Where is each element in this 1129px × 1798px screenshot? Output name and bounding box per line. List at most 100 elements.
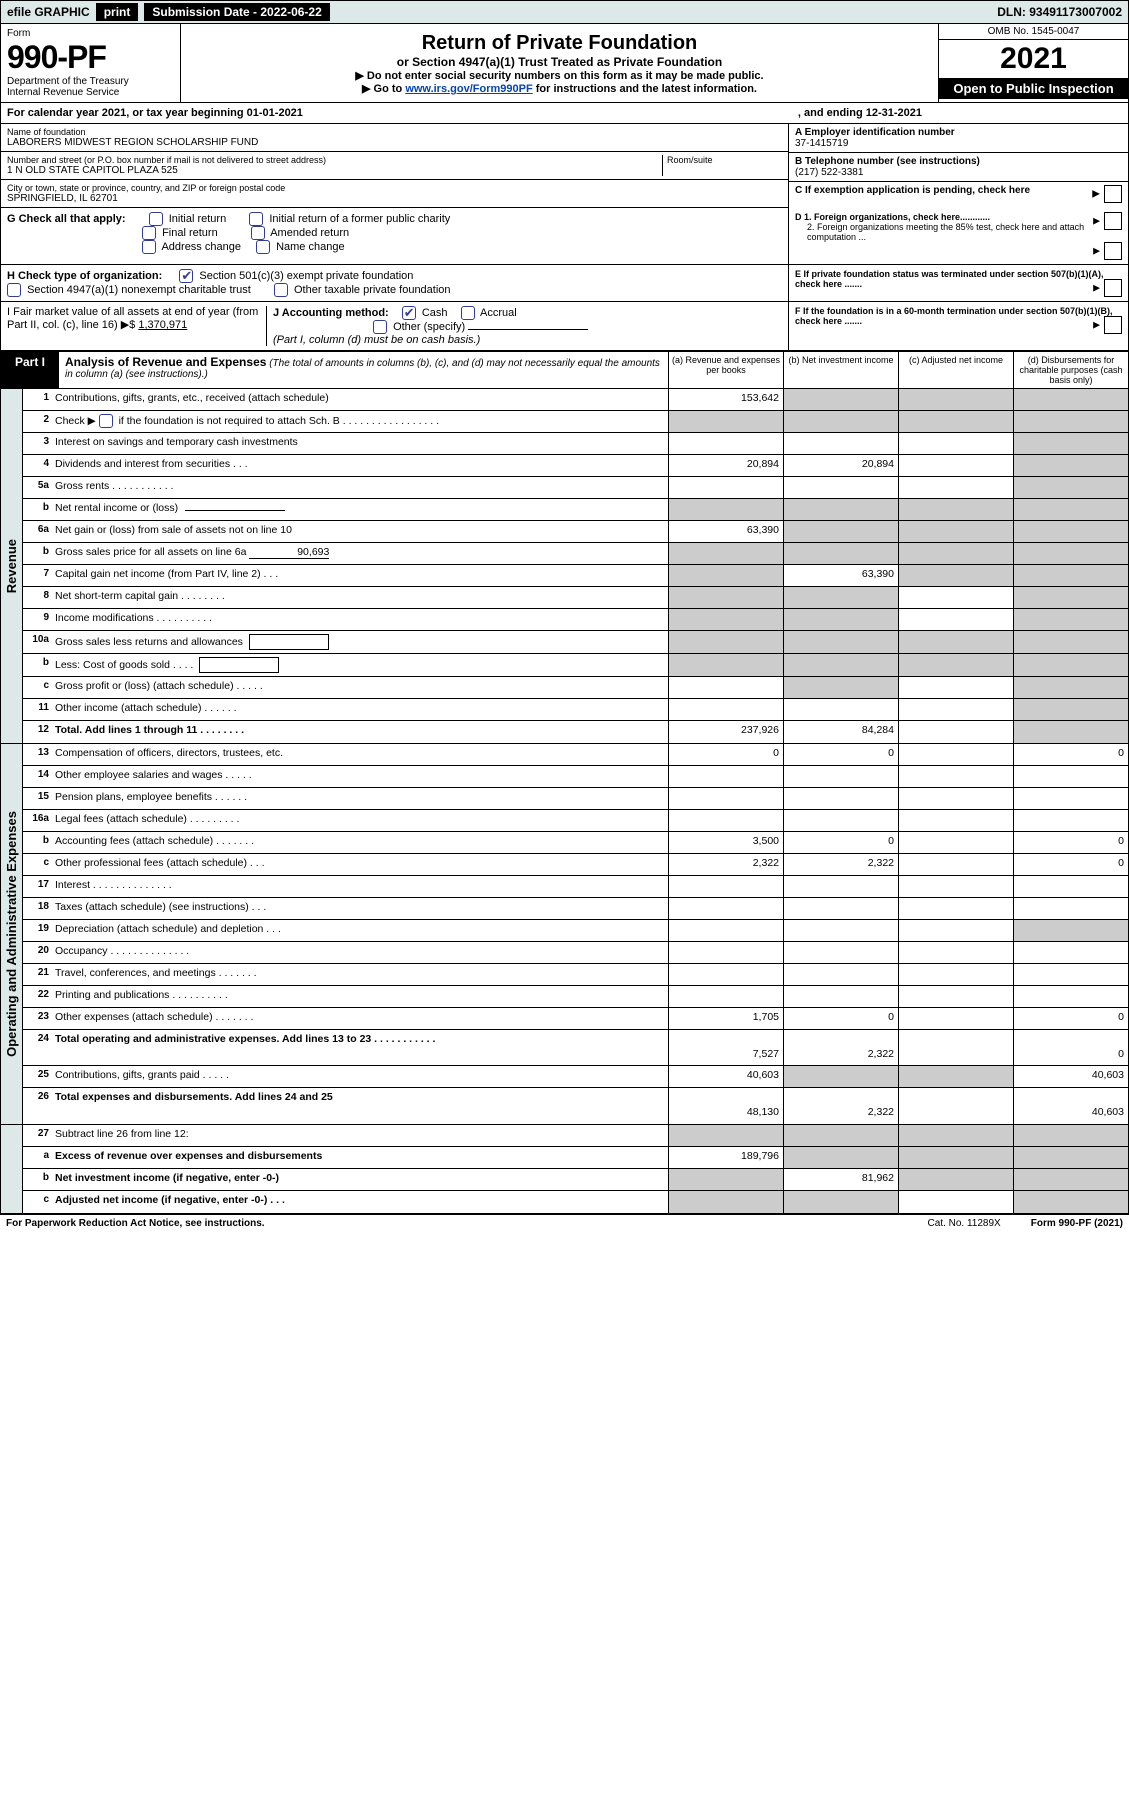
line-5a: 5aGross rents . . . . . . . . . . . [23, 477, 1128, 499]
d1-label: D 1. Foreign organizations, check here..… [795, 212, 990, 222]
dln: DLN: 93491173007002 [997, 5, 1128, 19]
foundation-name: LABORERS MIDWEST REGION SCHOLARSHIP FUND [7, 137, 782, 148]
f-label: F If the foundation is in a 60-month ter… [795, 306, 1113, 326]
g-label: G Check all that apply: [7, 213, 126, 225]
line-8: 8Net short-term capital gain . . . . . .… [23, 587, 1128, 609]
g-initial-checkbox[interactable] [149, 212, 163, 226]
revenue-table: Revenue 1Contributions, gifts, grants, e… [0, 389, 1129, 744]
g-address-checkbox[interactable] [142, 240, 156, 254]
i-label: I Fair market value of all assets at end… [7, 306, 258, 331]
line-1: 1Contributions, gifts, grants, etc., rec… [23, 389, 1128, 411]
form-title: Return of Private Foundation [191, 32, 928, 55]
line-26: 26Total expenses and disbursements. Add … [23, 1088, 1128, 1124]
revenue-side-label: Revenue [1, 389, 23, 743]
line27-table: 27Subtract line 26 from line 12: aExcess… [0, 1125, 1129, 1215]
omb-number: OMB No. 1545-0047 [939, 24, 1128, 40]
part1-label: Part I [1, 352, 59, 388]
form-subtitle: or Section 4947(a)(1) Trust Treated as P… [191, 55, 928, 69]
entity-info: Name of foundation LABORERS MIDWEST REGI… [0, 124, 1129, 208]
line-15: 15Pension plans, employee benefits . . .… [23, 788, 1128, 810]
irs-link[interactable]: www.irs.gov/Form990PF [405, 83, 532, 95]
schb-checkbox[interactable] [99, 414, 113, 428]
cat-no: Cat. No. 11289X [928, 1218, 1001, 1229]
note-ssn: ▶ Do not enter social security numbers o… [191, 69, 928, 82]
col-b-header: (b) Net investment income [783, 352, 898, 388]
addr-label: Number and street (or P.O. box number if… [7, 155, 662, 165]
line-9: 9Income modifications . . . . . . . . . … [23, 609, 1128, 631]
h-4947-checkbox[interactable] [7, 283, 21, 297]
line-16c: cOther professional fees (attach schedul… [23, 854, 1128, 876]
telephone: (217) 522-3381 [795, 167, 1122, 178]
f-checkbox[interactable] [1104, 316, 1122, 334]
line-21: 21Travel, conferences, and meetings . . … [23, 964, 1128, 986]
line-14: 14Other employee salaries and wages . . … [23, 766, 1128, 788]
ein-label: A Employer identification number [795, 127, 1122, 138]
line-18: 18Taxes (attach schedule) (see instructi… [23, 898, 1128, 920]
address: 1 N OLD STATE CAPITOL PLAZA 525 [7, 165, 662, 176]
g-amended-checkbox[interactable] [251, 226, 265, 240]
g-final-checkbox[interactable] [142, 226, 156, 240]
line-22: 22Printing and publications . . . . . . … [23, 986, 1128, 1008]
part1-header: Part I Analysis of Revenue and Expenses … [0, 352, 1129, 389]
col-a-header: (a) Revenue and expenses per books [668, 352, 783, 388]
line-13: 13Compensation of officers, directors, t… [23, 744, 1128, 766]
e-checkbox[interactable] [1104, 279, 1122, 297]
city-label: City or town, state or province, country… [7, 183, 782, 193]
line-7: 7Capital gain net income (from Part IV, … [23, 565, 1128, 587]
open-public: Open to Public Inspection [939, 78, 1128, 99]
line-3: 3Interest on savings and temporary cash … [23, 433, 1128, 455]
j-accrual-checkbox[interactable] [461, 306, 475, 320]
d2-label: 2. Foreign organizations meeting the 85%… [807, 222, 1122, 242]
room-label: Room/suite [667, 155, 782, 165]
h-501c3-checkbox[interactable] [179, 269, 193, 283]
ein: 37-1415719 [795, 138, 1122, 149]
irs-label: Internal Revenue Service [7, 87, 174, 98]
h-other-checkbox[interactable] [274, 283, 288, 297]
line-16b: bAccounting fees (attach schedule) . . .… [23, 832, 1128, 854]
efile-label: efile GRAPHIC [1, 5, 96, 19]
col-c-header: (c) Adjusted net income [898, 352, 1013, 388]
line-27a: aExcess of revenue over expenses and dis… [23, 1147, 1128, 1169]
line-27c: cAdjusted net income (if negative, enter… [23, 1191, 1128, 1213]
i-value: 1,370,971 [138, 319, 187, 331]
d1-checkbox[interactable] [1104, 212, 1122, 230]
line-11: 11Other income (attach schedule) . . . .… [23, 699, 1128, 721]
line-24: 24Total operating and administrative exp… [23, 1030, 1128, 1066]
line-4: 4Dividends and interest from securities … [23, 455, 1128, 477]
g-initial-former-checkbox[interactable] [249, 212, 263, 226]
line-25: 25Contributions, gifts, grants paid . . … [23, 1066, 1128, 1088]
submission-date: Submission Date - 2022-06-22 [144, 3, 329, 21]
tel-label: B Telephone number (see instructions) [795, 156, 1122, 167]
expenses-table: Operating and Administrative Expenses 13… [0, 744, 1129, 1125]
line-17: 17Interest . . . . . . . . . . . . . . [23, 876, 1128, 898]
dept-treasury: Department of the Treasury [7, 76, 174, 87]
paperwork-notice: For Paperwork Reduction Act Notice, see … [6, 1218, 265, 1229]
form-number: 990-PF [7, 39, 174, 76]
line-5b: bNet rental income or (loss) [23, 499, 1128, 521]
line-12: 12Total. Add lines 1 through 11 . . . . … [23, 721, 1128, 743]
c-checkbox[interactable] [1104, 185, 1122, 203]
line-6b: bGross sales price for all assets on lin… [23, 543, 1128, 565]
j-label: J Accounting method: [273, 307, 389, 319]
line-10b: bLess: Cost of goods sold . . . . [23, 654, 1128, 677]
g-name-checkbox[interactable] [256, 240, 270, 254]
form-header: Form 990-PF Department of the Treasury I… [0, 24, 1129, 103]
line-10a: 10aGross sales less returns and allowanc… [23, 631, 1128, 654]
print-button[interactable]: print [96, 3, 139, 21]
line-23: 23Other expenses (attach schedule) . . .… [23, 1008, 1128, 1030]
calendar-year-row: For calendar year 2021, or tax year begi… [0, 103, 1129, 124]
d2-checkbox[interactable] [1104, 242, 1122, 260]
form-ref: Form 990-PF (2021) [1031, 1218, 1123, 1229]
line-27b: bNet investment income (if negative, ent… [23, 1169, 1128, 1191]
top-bar: efile GRAPHIC print Submission Date - 20… [0, 0, 1129, 24]
line-16a: 16aLegal fees (attach schedule) . . . . … [23, 810, 1128, 832]
line-19: 19Depreciation (attach schedule) and dep… [23, 920, 1128, 942]
j-cash-checkbox[interactable] [402, 306, 416, 320]
h-label: H Check type of organization: [7, 270, 162, 282]
line-20: 20Occupancy . . . . . . . . . . . . . . [23, 942, 1128, 964]
line-2: 2Check ▶ if the foundation is not requir… [23, 411, 1128, 433]
form-label: Form [7, 28, 174, 39]
j-other-checkbox[interactable] [373, 320, 387, 334]
line-10c: cGross profit or (loss) (attach schedule… [23, 677, 1128, 699]
page-footer: For Paperwork Reduction Act Notice, see … [0, 1215, 1129, 1232]
